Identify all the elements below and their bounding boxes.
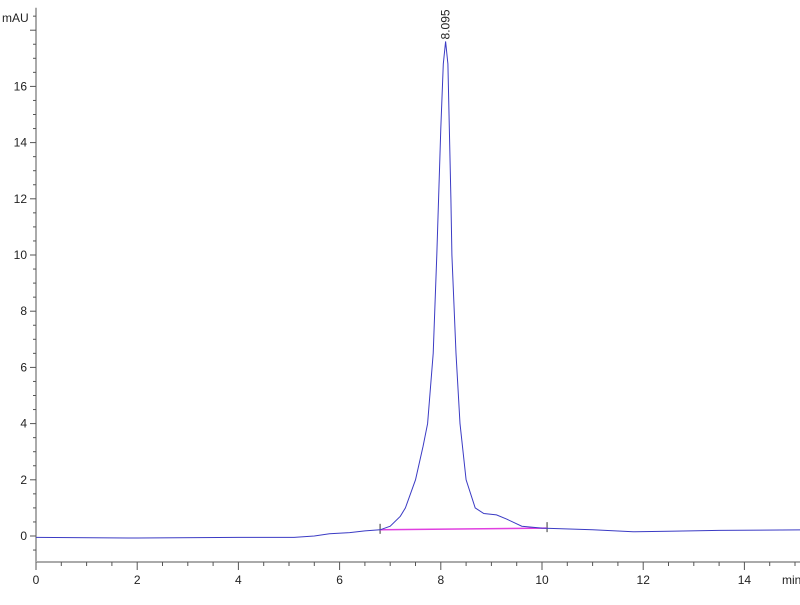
y-tick-label: 4 bbox=[20, 417, 27, 431]
x-tick-label: 8 bbox=[437, 573, 444, 587]
integration-baseline bbox=[380, 527, 548, 531]
y-tick-label: 2 bbox=[20, 473, 27, 487]
y-tick-label: 0 bbox=[20, 529, 27, 543]
peak-label: 8.095 bbox=[439, 9, 453, 39]
y-tick-label: 10 bbox=[14, 248, 28, 262]
x-tick-label: 4 bbox=[235, 573, 242, 587]
x-tick-label: 12 bbox=[637, 573, 651, 587]
x-tick-label: 10 bbox=[535, 573, 549, 587]
x-tick-label: 0 bbox=[33, 573, 40, 587]
ticks: 0 2 4 6 8 10 12 14 0 2 4 6 8 10 12 14 16 bbox=[14, 15, 796, 587]
x-tick-label: 2 bbox=[134, 573, 141, 587]
x-axis-label: min bbox=[782, 573, 800, 587]
signal-trace bbox=[35, 41, 800, 539]
y-tick-label: 12 bbox=[14, 192, 28, 206]
y-tick-label: 8 bbox=[20, 304, 27, 318]
axes bbox=[35, 7, 800, 563]
y-tick-label: 6 bbox=[20, 360, 27, 374]
x-tick-label: 6 bbox=[336, 573, 343, 587]
y-tick-label: 14 bbox=[14, 136, 28, 150]
peak-labels: 8.095 bbox=[439, 9, 453, 39]
y-axis-label: mAU bbox=[2, 11, 29, 25]
y-tick-label: 16 bbox=[14, 79, 28, 93]
x-tick-label: 14 bbox=[738, 573, 752, 587]
